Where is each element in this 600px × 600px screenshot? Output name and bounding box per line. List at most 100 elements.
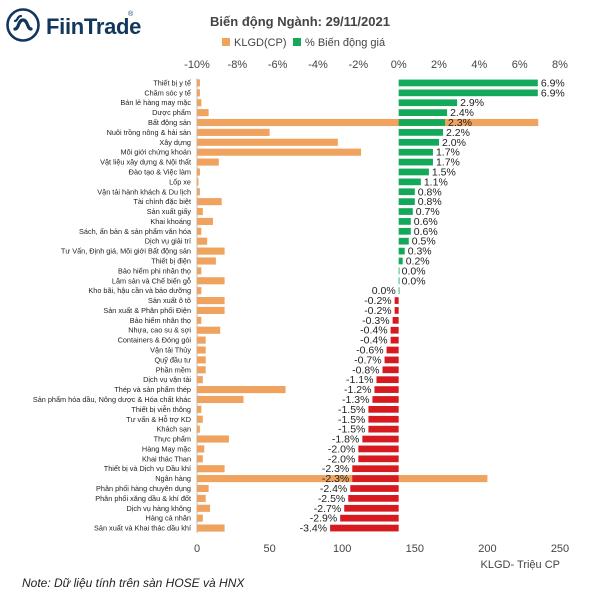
- volume-bar: [197, 79, 200, 87]
- bottom-axis-tick-label: 250: [551, 543, 569, 555]
- price-change-bar: [386, 346, 399, 354]
- price-change-bar: [344, 504, 399, 512]
- volume-bar: [197, 475, 488, 483]
- category-label: Vận tải hành khách & Du lịch: [97, 187, 191, 196]
- footnote: Note: Dữ liệu tính trên sàn HOSE và HNX: [22, 576, 245, 590]
- price-change-data-label: -1.8%: [332, 434, 359, 446]
- price-change-data-label: 0.6%: [414, 216, 438, 228]
- price-change-bar: [384, 356, 399, 364]
- price-change-bar: [398, 158, 433, 166]
- volume-bar: [197, 465, 225, 473]
- category-label: Quỹ đầu tư: [154, 355, 191, 364]
- volume-bar: [197, 217, 213, 225]
- category-label: Vật liệu xây dựng & Nội thất: [100, 158, 191, 167]
- price-change-data-label: 6.9%: [541, 77, 565, 89]
- price-change-data-label: 0.0%: [402, 275, 426, 287]
- price-change-data-label: 0.3%: [408, 246, 432, 258]
- price-change-data-label: -2.9%: [310, 513, 337, 525]
- bottom-axis-tick-label: 100: [333, 543, 351, 555]
- category-label: Môi giới chứng khoán: [120, 148, 191, 157]
- price-change-data-label: 0.8%: [418, 186, 442, 198]
- top-axis-tick-label: -8%: [228, 59, 248, 71]
- price-change-bar: [398, 287, 400, 295]
- category-label: Thép và sản phẩm thép: [114, 385, 191, 394]
- fiintrade-logo-icon: [6, 8, 40, 42]
- volume-bar: [197, 89, 200, 97]
- price-change-data-label: -1.5%: [338, 404, 365, 416]
- bottom-axis-tick-label: 50: [263, 543, 275, 555]
- price-change-bar: [350, 485, 399, 492]
- volume-bar: [197, 504, 211, 512]
- volume-bar: [197, 138, 338, 146]
- category-label: Dược phẩm: [152, 108, 191, 117]
- top-axis-tick-label: 0%: [391, 59, 407, 71]
- volume-bar: [197, 336, 206, 344]
- price-change-bar: [352, 465, 399, 473]
- volume-bar: [197, 316, 202, 324]
- price-change-data-label: -1.3%: [342, 394, 369, 406]
- volume-bar: [197, 356, 206, 364]
- category-label: Lâm sản và Chế biến gỗ: [112, 276, 191, 285]
- category-label: Chăm sóc y tế: [144, 88, 191, 97]
- price-change-bar: [398, 138, 439, 146]
- category-label: Tư Vấn, Định giá, Môi giới Bất động sản: [61, 247, 191, 256]
- volume-bar: [197, 118, 539, 127]
- price-change-bar: [398, 178, 421, 186]
- category-label: Sản xuất và Khai thác dầu khí: [94, 524, 191, 533]
- price-change-data-label: -0.2%: [364, 295, 391, 307]
- price-change-data-label: -2.3%: [322, 473, 349, 485]
- price-change-data-label: -0.7%: [354, 354, 381, 366]
- category-label: Kho bãi, hậu cần và bảo dưỡng: [88, 286, 191, 295]
- bottom-axis-tick-label: 0: [194, 543, 200, 555]
- chart-title: Biến động Ngành: 29/11/2021: [210, 14, 390, 29]
- price-change-data-label: 2.2%: [446, 127, 470, 139]
- legend-swatch-volume: [222, 38, 230, 46]
- price-change-bar: [398, 168, 429, 176]
- price-change-bar: [398, 79, 538, 87]
- volume-bar: [197, 484, 209, 493]
- volume-bar: [197, 188, 200, 196]
- top-axis-tick-label: -6%: [268, 59, 288, 71]
- category-label: Dịch vụ giải trí: [145, 237, 191, 246]
- price-change-data-label: -2.5%: [318, 493, 345, 505]
- price-change-bar: [398, 198, 415, 206]
- category-label: Sản phẩm hóa dầu, Nông dược & Hóa chất k…: [33, 395, 191, 404]
- price-change-data-label: -0.8%: [352, 364, 379, 376]
- category-label: Phân phối hàng chuyên dụng: [96, 484, 191, 493]
- price-change-data-label: 2.4%: [450, 107, 474, 119]
- price-change-bar: [372, 396, 399, 403]
- category-label: Khai khoáng: [150, 217, 191, 226]
- category-label: Ngân hàng: [155, 474, 191, 483]
- price-change-bar: [368, 405, 399, 413]
- volume-bar: [197, 296, 225, 305]
- price-change-data-label: -2.3%: [322, 463, 349, 475]
- volume-bar: [197, 395, 244, 404]
- fiintrade-logo: FiinTrade ®: [6, 8, 156, 44]
- price-change-data-label: -2.0%: [328, 453, 355, 465]
- price-change-bar: [330, 524, 399, 532]
- volume-bar: [197, 109, 209, 117]
- price-change-bar: [394, 297, 399, 304]
- price-change-bar: [392, 316, 399, 324]
- price-change-data-label: -0.4%: [360, 335, 387, 347]
- volume-bar: [197, 326, 221, 334]
- price-change-bar: [352, 475, 399, 482]
- price-change-data-label: 0.5%: [412, 236, 436, 248]
- bottom-axis-tick-label: 150: [406, 543, 424, 555]
- price-change-data-label: 2.0%: [442, 137, 466, 149]
- volume-bar: [197, 198, 222, 206]
- volume-bar: [197, 237, 208, 245]
- price-change-bar: [398, 119, 446, 126]
- price-change-data-label: -0.4%: [360, 325, 387, 337]
- category-label: Sản xuất ô tô: [148, 296, 191, 305]
- category-label: Sản xuất giấy: [147, 207, 192, 216]
- volume-bar: [197, 207, 203, 216]
- top-axis-tick-label: 2%: [431, 59, 447, 71]
- category-label: Vận tải Thủy: [150, 346, 191, 355]
- category-label: Thiết bị y tế: [153, 78, 191, 87]
- category-label: Sản xuất & Phân phối Điện: [103, 306, 191, 315]
- price-change-bar: [398, 218, 411, 225]
- price-change-bar: [398, 267, 400, 275]
- price-change-data-label: -0.3%: [362, 315, 389, 327]
- price-change-data-label: -2.4%: [320, 483, 347, 495]
